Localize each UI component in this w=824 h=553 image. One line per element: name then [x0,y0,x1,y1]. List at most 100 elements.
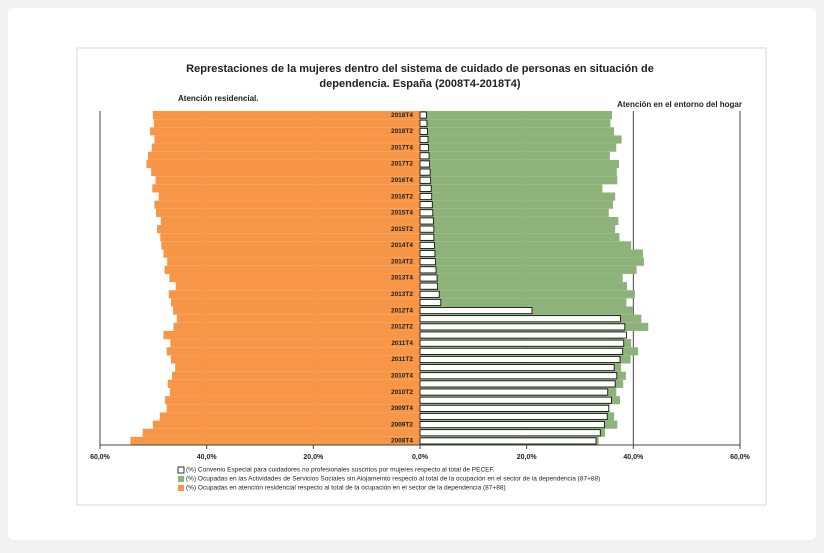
bar [167,379,420,388]
x-tick-label: 20,0% [517,454,538,461]
bar [159,412,420,421]
bar [420,257,644,266]
bar [419,225,435,233]
bar [152,420,421,429]
bar [420,143,617,152]
bar [163,330,420,340]
x-tick-label: 20,0% [303,454,324,461]
bar [420,119,611,128]
y-tick-label: 2016T4 [391,177,413,184]
bar [168,290,420,299]
bar [419,168,431,176]
chart-subtitle: dependencia. España (2008T4-2018T4) [319,78,520,90]
bar [419,274,438,282]
bar [420,273,623,283]
bar [420,111,612,120]
y-tick-label: 2009T2 [391,421,413,428]
legend-swatch [177,466,185,474]
bar [420,241,632,250]
bar [419,266,437,274]
y-tick-label: 2014T4 [391,242,413,249]
bar [419,233,435,241]
bar [161,241,421,250]
bar [419,176,432,184]
bar [420,151,610,160]
bar [152,111,421,120]
bar [172,371,420,380]
bar [419,241,435,249]
legend-label: (%) Convenio Especial para cuidadores no… [186,467,495,474]
bar [419,323,626,331]
bar [175,282,420,291]
bar [152,184,420,193]
bar [419,307,533,315]
y-tick-label: 2011T2 [391,356,413,363]
y-tick-label: 2015T2 [391,226,413,233]
bar [420,265,637,274]
legend-swatch [178,485,184,491]
bar [419,347,624,355]
annotation: Atención residencial. [178,94,258,103]
y-tick-label: 2018T4 [391,112,413,119]
bar [420,192,616,201]
bar [420,127,615,136]
y-tick-label: 2008T4 [391,438,413,445]
bar [163,249,420,258]
y-tick-label: 2016T2 [391,193,413,200]
y-tick-label: 2017T4 [391,144,413,151]
bar [420,298,627,307]
bar [419,258,436,266]
x-tick-label: 40,0% [197,454,218,461]
bar [419,119,428,127]
bar [419,209,434,217]
bar [419,355,621,363]
y-tick-label: 2011T4 [391,340,413,347]
bar [148,151,420,160]
legend-swatch [178,476,184,482]
bar [419,388,609,396]
bar [176,314,420,323]
bar [170,355,420,364]
bar [170,339,420,348]
bar [420,200,614,209]
bar [419,282,439,290]
bar [419,364,615,372]
x-tick-label: 40,0% [623,454,644,461]
bar [420,208,609,217]
bar [157,225,421,234]
bar [173,306,420,315]
bar [420,282,627,291]
y-tick-label: 2018T2 [391,128,413,135]
bar [146,159,420,169]
chart-title: Represtaciones de la mujeres dentro del … [186,63,654,75]
y-tick-label: 2015T4 [391,210,413,217]
bar [154,135,420,144]
bar [420,184,603,193]
bar [420,176,618,185]
bar [151,168,420,177]
bar [419,331,627,339]
bar [164,265,420,274]
bar [173,322,420,331]
bar [419,193,433,201]
bar [167,257,420,266]
bar [419,290,440,298]
annotation: Atención en el entorno del hogar [617,100,742,109]
bar [151,143,420,152]
bar [419,250,436,258]
bar [166,404,420,413]
bar [170,298,420,307]
bar [419,144,429,152]
bar [419,217,434,225]
x-tick-label: 60,0% [90,454,111,461]
bar [420,159,619,169]
bar [419,184,432,192]
bar [142,428,420,437]
bar [419,127,428,135]
y-tick-label: 2012T4 [391,307,413,314]
bar [150,127,420,136]
y-tick-label: 2013T2 [391,291,413,298]
bar [160,216,421,226]
x-tick-label: 60,0% [730,454,751,461]
